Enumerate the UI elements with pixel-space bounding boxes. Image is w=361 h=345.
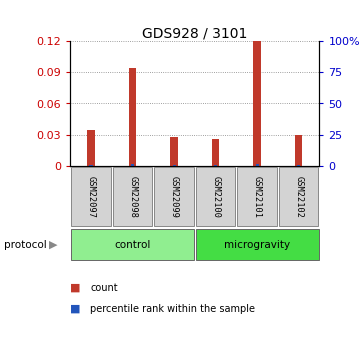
Bar [129, 68, 136, 166]
Text: ■: ■ [70, 283, 81, 293]
Text: GSM22098: GSM22098 [128, 176, 137, 218]
Text: GSM22099: GSM22099 [170, 176, 179, 218]
Bar [212, 139, 219, 166]
Bar [173, 165, 176, 166]
Text: control: control [114, 240, 151, 250]
Bar [113, 167, 152, 226]
Text: GSM22101: GSM22101 [253, 176, 262, 218]
Text: ■: ■ [70, 304, 81, 314]
Text: GSM22102: GSM22102 [294, 176, 303, 218]
Bar [238, 167, 277, 226]
Bar [297, 165, 300, 166]
Bar [279, 167, 318, 226]
Bar [131, 164, 134, 166]
Bar [155, 167, 194, 226]
Bar [90, 165, 93, 166]
Bar [196, 167, 235, 226]
Bar [71, 167, 111, 226]
Bar [295, 135, 303, 166]
Text: GSM22100: GSM22100 [211, 176, 220, 218]
Text: protocol: protocol [4, 240, 46, 250]
Text: ▶: ▶ [49, 240, 57, 250]
Bar [253, 41, 261, 166]
Text: count: count [90, 283, 118, 293]
Bar [170, 137, 178, 166]
Bar [256, 164, 259, 166]
Text: GSM22097: GSM22097 [87, 176, 96, 218]
Bar [87, 130, 95, 166]
Bar [214, 165, 217, 166]
Bar [196, 229, 319, 260]
Text: percentile rank within the sample: percentile rank within the sample [90, 304, 255, 314]
Title: GDS928 / 3101: GDS928 / 3101 [142, 26, 248, 40]
Bar [71, 229, 194, 260]
Text: microgravity: microgravity [224, 240, 290, 250]
